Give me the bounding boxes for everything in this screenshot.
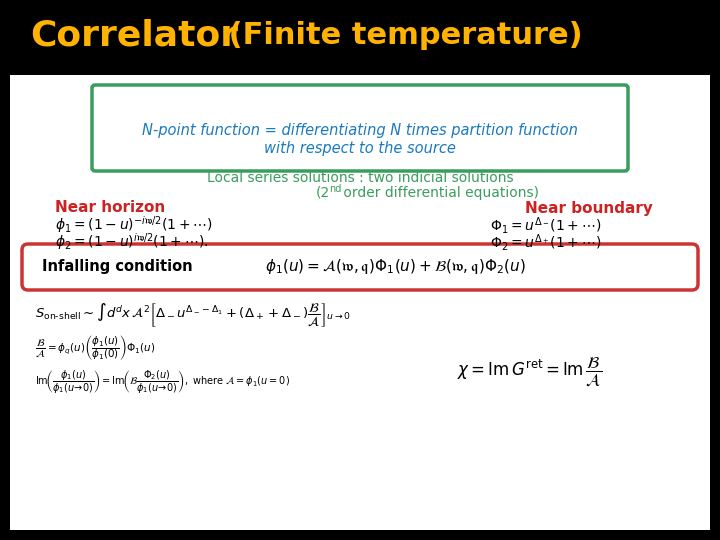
- Text: Correlator: Correlator: [30, 18, 238, 52]
- Text: Local series solutions : two indicial solutions: Local series solutions : two indicial so…: [207, 171, 513, 185]
- Text: N-point function = differentiating N times partition function: N-point function = differentiating N tim…: [142, 123, 578, 138]
- FancyBboxPatch shape: [92, 85, 628, 171]
- FancyBboxPatch shape: [0, 0, 720, 70]
- Text: $\Phi_1 = u^{\Delta_-}(1+\cdots)$: $\Phi_1 = u^{\Delta_-}(1+\cdots)$: [490, 214, 601, 235]
- Text: $\dfrac{\mathcal{B}}{\mathcal{A}} = \phi_q(u)\left(\dfrac{\phi_1(u)}{\phi_1(0)}\: $\dfrac{\mathcal{B}}{\mathcal{A}} = \phi…: [35, 334, 156, 362]
- Text: Near horizon: Near horizon: [55, 200, 166, 215]
- Text: Near boundary: Near boundary: [525, 200, 653, 215]
- Text: with respect to the source: with respect to the source: [264, 141, 456, 157]
- FancyBboxPatch shape: [10, 75, 710, 530]
- Text: $\phi_1(u) = \mathcal{A}(\mathfrak{w},\mathfrak{q})\Phi_1(u) + \mathcal{B}(\math: $\phi_1(u) = \mathcal{A}(\mathfrak{w},\m…: [264, 258, 526, 276]
- Text: (2: (2: [316, 186, 330, 200]
- Text: (Finite temperature): (Finite temperature): [218, 21, 582, 50]
- Text: $S_{\rm on\text{-}shell} \sim \int d^d x\, \mathcal{A}^2\left[\Delta_- u^{\Delta: $S_{\rm on\text{-}shell} \sim \int d^d x…: [35, 301, 351, 329]
- FancyBboxPatch shape: [22, 244, 698, 290]
- Text: Infalling condition: Infalling condition: [42, 260, 193, 274]
- Text: nd: nd: [329, 184, 341, 194]
- Text: $\mathrm{Im}\!\left(\dfrac{\phi_1(u)}{\phi_1(u\!\to\!0)}\right) = \mathrm{Im}\!\: $\mathrm{Im}\!\left(\dfrac{\phi_1(u)}{\p…: [35, 368, 290, 395]
- Text: $\Phi_2 = u^{\Delta_+}(1+\cdots)$: $\Phi_2 = u^{\Delta_+}(1+\cdots)$: [490, 232, 601, 253]
- Text: $\phi_1 = (1-u)^{-i\mathfrak{w}/2}(1+\cdots)$: $\phi_1 = (1-u)^{-i\mathfrak{w}/2}(1+\cd…: [55, 214, 212, 235]
- Text: order differential equations): order differential equations): [339, 186, 539, 200]
- Text: $\chi = \mathrm{Im}\,G^{\rm ret} = \mathrm{Im}\,\dfrac{\mathcal{B}}{\mathcal{A}}: $\chi = \mathrm{Im}\,G^{\rm ret} = \math…: [457, 356, 603, 388]
- Text: $\phi_2 = (1-u)^{i\mathfrak{w}/2}(1+\cdots).$: $\phi_2 = (1-u)^{i\mathfrak{w}/2}(1+\cdo…: [55, 232, 208, 252]
